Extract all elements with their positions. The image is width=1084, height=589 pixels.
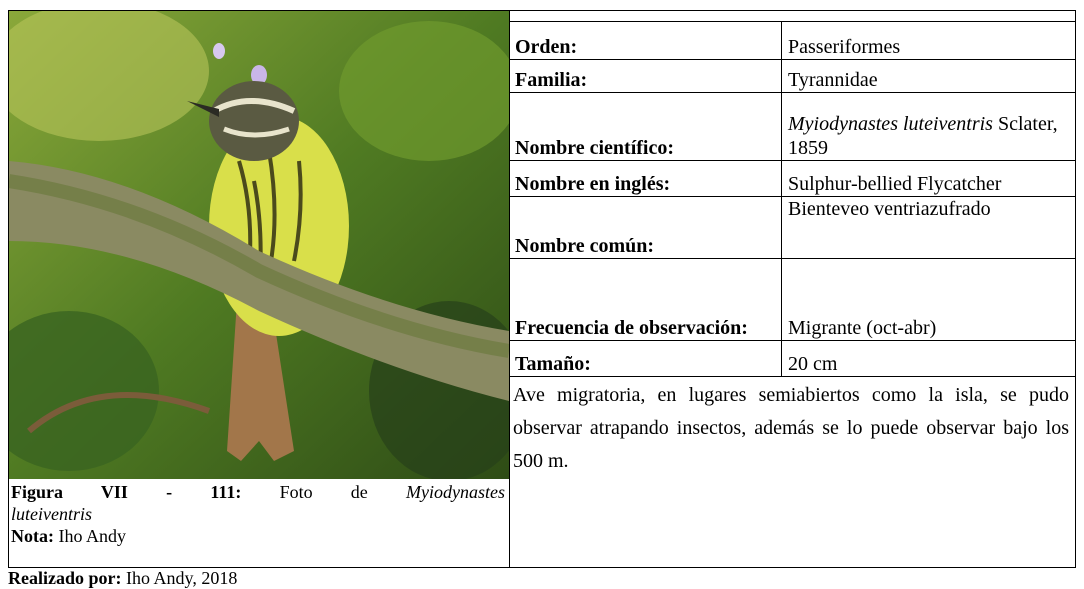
row-value: Sulphur-bellied Flycatcher — [781, 160, 1076, 197]
footer-text: Iho Andy, 2018 — [125, 568, 238, 588]
row-value: Tyrannidae — [781, 59, 1076, 93]
description: Ave migratoria, en lugares semiabiertos … — [513, 384, 1069, 472]
row-value: Bienteveo ventriazufrado — [781, 196, 1076, 259]
scientific-name: Myiodynastes luteiventris — [788, 113, 993, 135]
row-value: Passeriformes — [781, 21, 1076, 60]
caption-label: Figura VII - 111: — [11, 482, 242, 502]
row-label: Nombre común: — [509, 196, 782, 259]
row-label: Orden: — [509, 21, 782, 60]
footer-label: Realizado por: — [8, 568, 122, 588]
caption-species: luteiventris — [11, 504, 92, 524]
row-value: Migrante (oct-abr) — [781, 258, 1076, 341]
row-value: Myiodynastes luteiventris Sclater, 1859 — [781, 92, 1076, 161]
note-label: Nota: — [11, 526, 54, 546]
bird-photo — [9, 11, 509, 479]
caption-text: Foto de — [279, 482, 368, 502]
card: Figura VII - 111: Foto de Myiodynastes l… — [8, 10, 1076, 568]
caption-species: Myiodynastes — [406, 482, 505, 502]
row-label: Nombre en inglés: — [509, 160, 782, 197]
row-label: Tamaño: — [509, 340, 782, 377]
photo-column: Figura VII - 111: Foto de Myiodynastes l… — [9, 11, 510, 567]
author: Sclater, 1859 — [788, 113, 1058, 159]
row-label: Nombre científico: — [509, 92, 782, 161]
footer: Realizado por: Iho Andy, 2018 — [8, 567, 237, 589]
row-label: Frecuencia de observación: — [509, 258, 782, 341]
row-value: 20 cm — [781, 340, 1076, 377]
figure-caption: Figura VII - 111: Foto de Myiodynastes l… — [11, 481, 505, 547]
note-text: Iho Andy — [58, 526, 127, 546]
info-column: Orden: Passeriformes Familia: Tyrannidae N… — [509, 11, 1076, 567]
info-table: Orden: Passeriformes Familia: Tyrannidae N… — [509, 21, 1076, 377]
row-label: Familia: — [509, 59, 782, 93]
